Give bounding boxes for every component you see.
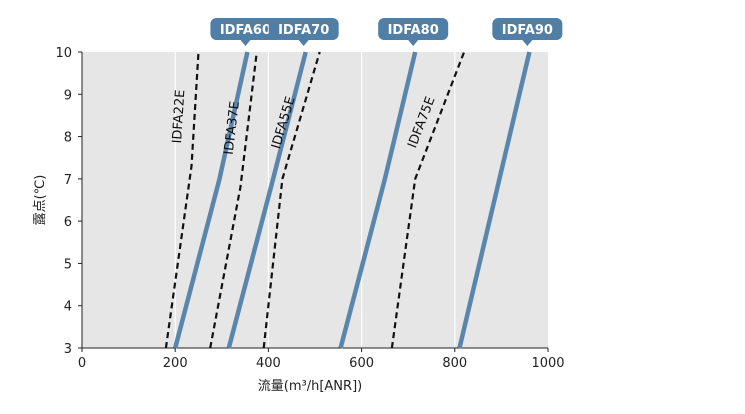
tag-pointer-idfa70 [298, 40, 309, 46]
x-tick-label-2: 400 [256, 356, 281, 371]
y-tick-label-5: 8 [64, 131, 72, 146]
series-line-idfa60 [173, 51, 250, 349]
x-tick-label-1: 200 [163, 356, 188, 371]
y-tick-label-3: 6 [64, 215, 72, 230]
x-tick-label-3: 600 [349, 356, 374, 371]
x-tick-label-0: 0 [78, 356, 86, 371]
x-tick-label-4: 800 [442, 356, 467, 371]
tag-label-idfa90: IDFA90 [502, 23, 553, 38]
series-line-idfa80 [338, 51, 418, 349]
tag-idfa70: IDFA70 [268, 18, 339, 46]
series-label-idfa37e: IDFA37E [222, 100, 243, 155]
grid-lines [174, 52, 456, 348]
y-tick-label-2: 5 [64, 257, 72, 272]
x-axis-label: 流量(m³/h[ANR]) [258, 379, 362, 394]
tag-pointer-idfa60 [240, 40, 251, 46]
tag-bg-idfa60 [210, 18, 281, 40]
axes [81, 52, 548, 349]
y-tick-label-0: 3 [64, 342, 72, 357]
y-tick-label-6: 9 [64, 88, 72, 103]
y-axis-ticks: 3 4 5 6 7 8 9 10 [55, 46, 82, 357]
series-line-idfa75e [390, 51, 466, 349]
series-line-idfa70 [226, 51, 308, 349]
tag-bg-idfa70 [268, 18, 339, 40]
tag-label-idfa70: IDFA70 [278, 23, 329, 38]
y-tick-label-4: 7 [64, 173, 72, 188]
tag-pointer-idfa90 [522, 40, 533, 46]
y-tick-label-1: 4 [64, 300, 72, 315]
tag-pointer-idfa80 [408, 40, 419, 46]
tag-label-idfa60: IDFA60 [220, 23, 271, 38]
series-line-idfa90 [457, 51, 532, 349]
series-line-idfa22e [164, 51, 200, 349]
y-tick-label-7: 10 [55, 46, 72, 61]
series-lines [164, 51, 532, 349]
tag-idfa90: IDFA90 [492, 18, 563, 46]
series-line-idfa55e [262, 51, 321, 349]
x-tick-label-5: 1000 [531, 356, 564, 371]
tag-bg-idfa80 [378, 18, 449, 40]
tag-label-idfa80: IDFA80 [388, 23, 439, 38]
tag-bg-idfa90 [492, 18, 563, 40]
y-axis-label: 露点(℃) [33, 175, 48, 226]
series-line-idfa37e [209, 51, 258, 349]
x-axis-ticks: 0 200 400 600 800 1000 [78, 348, 565, 371]
tag-idfa60: IDFA60 [210, 18, 281, 46]
tag-idfa80: IDFA80 [378, 18, 449, 46]
plot-area [82, 52, 548, 348]
series-label-idfa22e: IDFA22E [170, 89, 188, 144]
